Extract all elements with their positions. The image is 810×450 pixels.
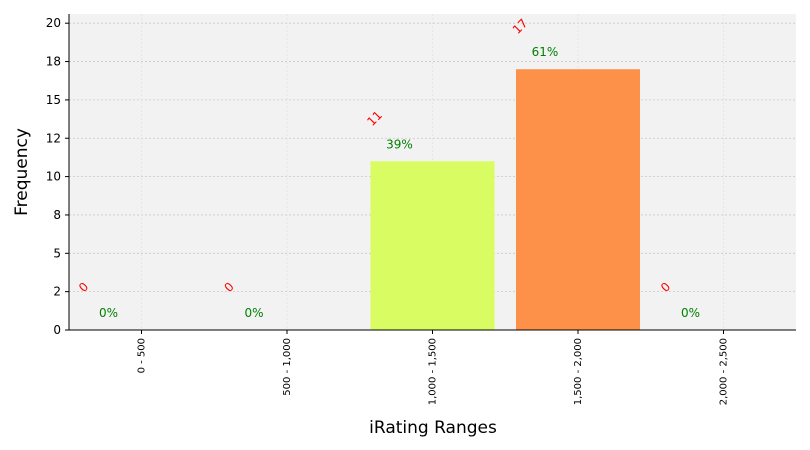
y-tick-label: 18 (46, 55, 61, 69)
x-axis-label: iRating Ranges (369, 418, 497, 438)
y-tick-label: 12 (46, 131, 61, 145)
x-tick-label: 1,000 - 1,500 (428, 338, 439, 405)
x-tick-label: 2,000 - 2,500 (719, 338, 730, 405)
y-tick-label: 0 (53, 323, 61, 337)
y-tick-label: 8 (53, 208, 61, 222)
x-tick-label: 1,500 - 2,000 (573, 338, 584, 405)
y-ticks: 0 2 5 8 10 12 15 18 20 (46, 16, 69, 337)
y-tick-label: 5 (53, 246, 61, 260)
x-tick-label: 0 - 500 (137, 338, 148, 373)
percent-label: 61% (532, 45, 559, 59)
y-tick-label: 2 (53, 285, 61, 299)
y-tick-label: 10 (46, 170, 61, 184)
percent-label: 0% (99, 306, 118, 320)
bars (370, 69, 640, 330)
y-tick-label: 15 (46, 93, 61, 107)
percent-label: 0% (244, 306, 263, 320)
percent-label: 0% (681, 306, 700, 320)
bar (516, 69, 640, 330)
y-tick-label: 20 (46, 16, 61, 30)
y-axis-label: Frequency (12, 128, 32, 216)
x-ticks: 0 - 500 500 - 1,000 1,000 - 1,500 1,500 - 2… (137, 330, 730, 405)
percent-label: 39% (386, 137, 413, 151)
x-tick-label: 500 - 1,000 (282, 338, 293, 396)
bar (370, 161, 495, 330)
